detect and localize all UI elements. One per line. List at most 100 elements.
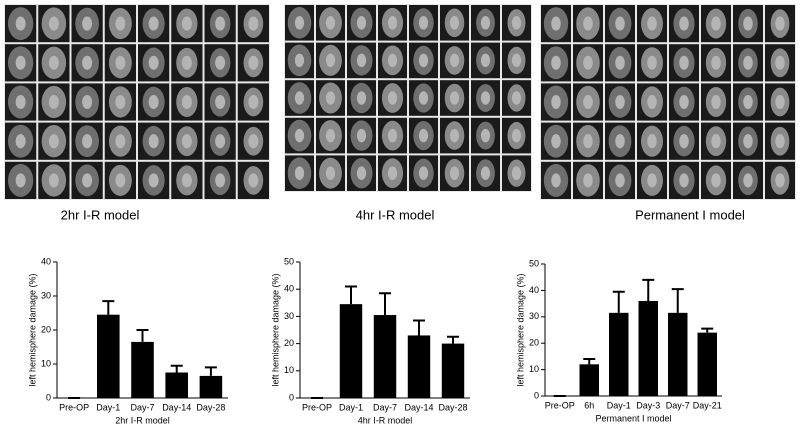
bar: [131, 341, 154, 398]
brain-core: [615, 134, 625, 149]
brain-core: [743, 55, 753, 70]
brain-core: [551, 94, 561, 110]
y-tick-label: 40: [41, 256, 51, 266]
brain-core: [325, 16, 336, 30]
bar: [579, 364, 599, 396]
brain-core: [679, 16, 689, 31]
brain-core: [148, 94, 159, 110]
brain-core: [679, 134, 689, 149]
brain-core: [743, 134, 753, 149]
error-bar: [447, 335, 459, 344]
brain-core: [148, 134, 159, 149]
bar: [668, 312, 688, 396]
brain-core: [647, 134, 657, 149]
brain-core: [48, 173, 59, 188]
y-tick-label: 30: [529, 311, 539, 321]
brain-core: [181, 55, 192, 70]
brain-core: [583, 55, 593, 70]
y-tick-label: 20: [284, 338, 294, 348]
panel-caption: 2hr I-R model: [61, 207, 140, 222]
brain-core: [449, 53, 460, 68]
brain-core: [647, 16, 657, 31]
y-tick-label: 0: [534, 390, 539, 400]
y-tick-label: 40: [529, 285, 539, 295]
brain-core: [511, 166, 522, 180]
brain-core: [615, 94, 625, 110]
mri-panels: [4, 4, 796, 200]
brain-core: [325, 53, 336, 68]
x-tick-label: Day-1: [607, 400, 631, 410]
brain-core: [679, 55, 689, 70]
brain-core: [387, 128, 398, 143]
y-axis-title: left hemisphere damage (%): [515, 273, 525, 386]
y-tick-label: 50: [529, 258, 539, 268]
brain-core: [148, 55, 159, 70]
brain-core: [48, 55, 59, 70]
brain-core: [711, 134, 721, 149]
error-bar: [136, 329, 149, 342]
brain-core: [215, 94, 226, 110]
x-tick-label: Pre-OP: [545, 400, 575, 410]
brain-core: [775, 55, 785, 70]
brain-core: [511, 128, 522, 143]
y-tick-label: 10: [41, 358, 51, 368]
bar: [339, 304, 363, 398]
brain-core: [583, 173, 593, 188]
y-tick-label: 20: [529, 338, 539, 348]
brain-core: [583, 134, 593, 149]
x-tick-label: Day-14: [404, 402, 433, 412]
x-tick-label: Pre-OP: [59, 402, 89, 412]
y-tick-label: 0: [289, 392, 294, 402]
brain-core: [294, 91, 305, 105]
error-bar: [671, 288, 684, 313]
brain-core: [711, 94, 721, 110]
brain-core: [418, 53, 429, 68]
brain-core: [775, 94, 785, 110]
x-axis-title: 4hr I-R model: [358, 415, 413, 425]
error-bar: [170, 364, 183, 373]
brain-core: [148, 16, 159, 31]
brain-core: [449, 128, 460, 143]
brain-core: [551, 134, 561, 149]
bar: [441, 343, 465, 398]
brain-core: [583, 16, 593, 31]
brain-core: [387, 166, 398, 180]
brain-core: [743, 94, 753, 110]
error-bar: [102, 300, 115, 315]
brain-core: [647, 55, 657, 70]
brain-core: [248, 55, 259, 70]
brain-core: [511, 16, 522, 30]
brain-core: [294, 128, 305, 143]
brain-core: [775, 173, 785, 188]
y-tick-label: 10: [529, 364, 539, 374]
brain-core: [215, 16, 226, 31]
panel-caption: Permanent I model: [635, 207, 745, 222]
brain-core: [356, 166, 367, 180]
brain-core: [551, 173, 561, 188]
y-tick-label: 30: [284, 311, 294, 321]
brain-core: [449, 166, 460, 180]
brain-core: [356, 53, 367, 68]
brain-core: [82, 173, 93, 188]
bar: [165, 372, 188, 398]
brain-core: [480, 53, 491, 68]
panel-caption: 4hr I-R model: [356, 207, 435, 222]
error-bar: [701, 327, 714, 333]
error-bar: [345, 285, 357, 305]
brain-core: [181, 173, 192, 188]
brain-core: [215, 55, 226, 70]
bar: [97, 314, 120, 398]
brain-core: [679, 94, 689, 110]
brain-core: [294, 16, 305, 30]
brain-core: [48, 94, 59, 110]
y-tick-label: 40: [284, 284, 294, 294]
error-bar: [642, 278, 655, 301]
y-tick-label: 10: [284, 365, 294, 375]
brain-core: [615, 173, 625, 188]
brain-core: [148, 173, 159, 188]
y-axis-title: left hemisphere damage (%): [270, 273, 280, 386]
brain-core: [775, 16, 785, 31]
brain-core: [711, 55, 721, 70]
x-tick-label: Day-1: [96, 402, 120, 412]
